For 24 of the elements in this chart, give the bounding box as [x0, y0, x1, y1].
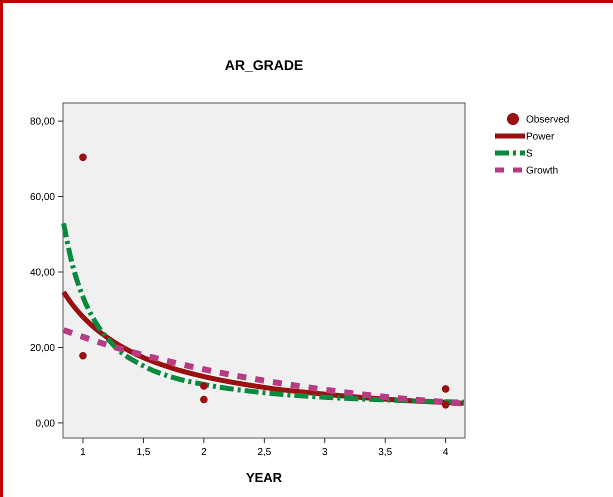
x-tick-label: 3,5 — [378, 447, 393, 458]
legend-label: Growth — [526, 166, 558, 176]
y-tick-label: 40,00 — [30, 268, 56, 279]
y-tick-label: 80,00 — [30, 116, 56, 128]
y-tick-label: 60,00 — [30, 192, 56, 204]
x-tick-label: 2,5 — [257, 447, 272, 458]
legend-label: Power — [526, 132, 556, 142]
point — [200, 382, 208, 390]
point — [442, 385, 450, 393]
y-tick-label: 0,00 — [36, 418, 56, 430]
x-tick-label: 1 — [80, 447, 86, 458]
x-tick-label: 3 — [322, 447, 328, 458]
legend-label: S — [526, 148, 533, 160]
point — [442, 401, 450, 409]
point — [200, 396, 208, 404]
point — [79, 352, 87, 360]
x-tick-label: 4 — [442, 447, 449, 458]
legend-label: Observed — [526, 114, 570, 126]
y-tick-label: 20,00 — [30, 342, 56, 354]
x-tick-label: 2 — [201, 447, 208, 458]
x-tick-label: 1,5 — [136, 447, 151, 458]
point — [79, 154, 87, 162]
x-axis-title: YEAR — [246, 470, 283, 485]
chart-title: AR_GRADE — [224, 57, 304, 73]
